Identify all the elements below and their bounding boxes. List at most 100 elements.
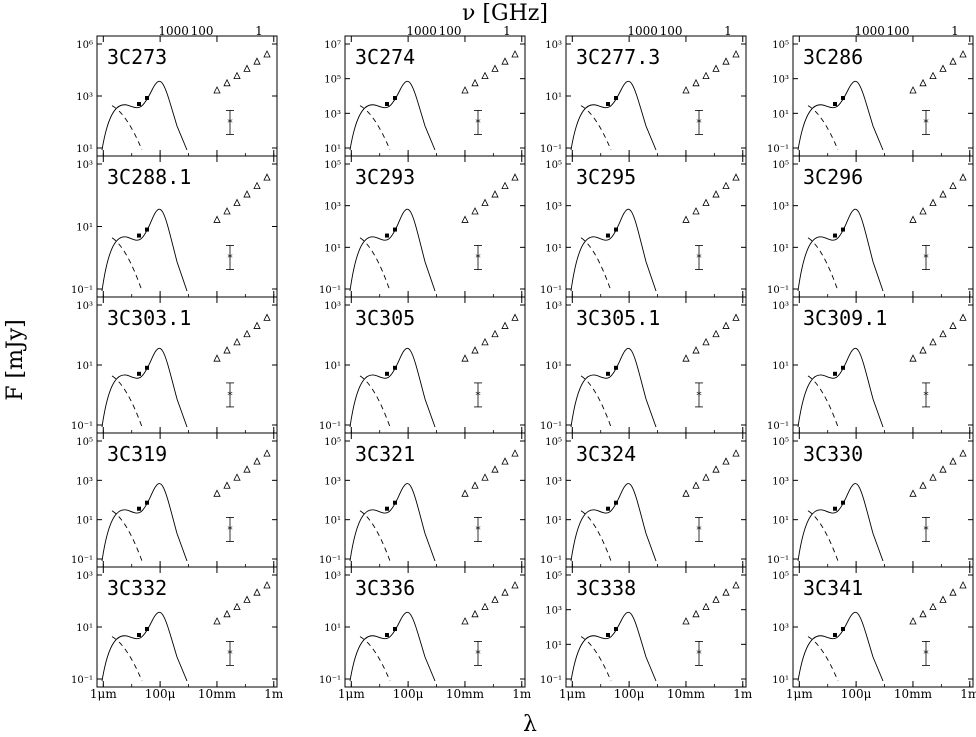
- stellar-component-curve: [111, 375, 143, 428]
- y-tick-label: 10¹: [545, 92, 562, 103]
- radio-point: [471, 207, 479, 215]
- radio-point: [959, 313, 967, 321]
- radio-point: [682, 86, 690, 94]
- radio-point: [712, 329, 720, 338]
- photometry-point: [614, 500, 618, 505]
- sed-panel: 3C309.1 10³ 10¹ 10⁻¹ *: [767, 296, 974, 434]
- y-tick-label: 10¹: [324, 361, 341, 372]
- photometry-point: [841, 627, 845, 631]
- star-point: *: [475, 252, 481, 265]
- radio-point: [481, 602, 489, 610]
- sed-panel: 3C319 10⁵ 10³ 10¹ 10⁻¹ *: [71, 432, 278, 568]
- y-tick-label: 10⁻¹: [540, 421, 562, 432]
- bottom-tick-label: 1m: [264, 687, 284, 701]
- star-point: *: [696, 523, 702, 536]
- photometry-point: [606, 233, 610, 238]
- y-tick-label: 10⁻¹: [767, 421, 789, 432]
- sed-model-curve: [349, 80, 436, 151]
- photometry-point: [385, 506, 389, 511]
- y-tick-label: 10¹: [324, 516, 341, 527]
- radio-point: [223, 481, 231, 489]
- photometry-point: [833, 233, 837, 238]
- star-point: *: [923, 252, 929, 265]
- sed-model-curve: [570, 347, 657, 428]
- y-tick-label: 10³: [545, 202, 562, 213]
- y-tick-label: 10³: [324, 202, 341, 213]
- top-tick-label: 1000: [854, 24, 885, 38]
- photometry-point: [385, 633, 389, 637]
- photometry-point: [137, 233, 141, 238]
- y-tick-label: 10⁵: [545, 160, 562, 171]
- photometry-point: [606, 371, 610, 376]
- panel-title: 3C336: [355, 576, 415, 600]
- panel-title: 3C293: [355, 165, 415, 189]
- photometry-point: [606, 506, 610, 511]
- sed-model-curve: [349, 483, 436, 562]
- sed-panel: 3C305.1 10³ 10¹ 10⁻¹ *: [540, 296, 747, 434]
- top-tick-label: 1: [255, 24, 263, 38]
- panel-title: 3C303.1: [107, 306, 191, 330]
- y-tick-label: 10⁶: [76, 40, 93, 51]
- sed-panel: 3C286 10⁵ 10³ 10¹ 10⁻¹ *: [767, 35, 974, 157]
- radio-point: [233, 198, 241, 206]
- y-tick-label: 10⁵: [772, 40, 789, 51]
- radio-point: [692, 481, 700, 489]
- y-tick-label: 10⁵: [324, 160, 341, 171]
- radio-point: [243, 595, 251, 603]
- bottom-axis-label: λ: [523, 712, 537, 737]
- sed-panel: 3C296 10⁵ 10³ 10¹ 10⁻¹ *: [767, 155, 974, 298]
- stellar-component-curve: [580, 237, 612, 292]
- sed-model-curve: [797, 208, 884, 292]
- sed-model-curve: [570, 208, 657, 292]
- photometry-point: [393, 96, 397, 100]
- y-tick-label: 10³: [772, 623, 789, 634]
- radio-point: [223, 207, 231, 215]
- radio-point: [959, 173, 967, 181]
- panel-title: 3C324: [576, 442, 636, 466]
- photometry-point: [385, 371, 389, 376]
- panel-title: 3C305: [355, 306, 415, 330]
- photometry-point: [841, 227, 845, 232]
- y-tick-label: 10¹: [545, 640, 562, 651]
- radio-point: [511, 173, 519, 181]
- top-tick-label: 1000: [627, 24, 658, 38]
- y-tick-label: 10¹: [76, 223, 93, 234]
- stellar-component-curve: [359, 375, 391, 428]
- panel-title: 3C273: [107, 45, 167, 69]
- radio-point: [471, 609, 479, 618]
- radio-point: [919, 78, 927, 87]
- photometry-point: [137, 506, 141, 511]
- y-tick-label: 10³: [545, 301, 562, 312]
- sed-model-curve: [797, 347, 884, 428]
- star-point: *: [696, 252, 702, 265]
- photometry-point: [393, 500, 397, 505]
- radio-point: [501, 457, 509, 465]
- radio-point: [233, 71, 241, 79]
- radio-point: [929, 473, 937, 481]
- panel-title: 3C305.1: [576, 306, 660, 330]
- radio-point: [223, 346, 231, 354]
- bottom-tick-label: 1μm: [559, 687, 586, 701]
- y-tick-label: 10³: [772, 301, 789, 312]
- y-tick-label: 10⁵: [324, 437, 341, 448]
- sed-panel: 3C341 10⁵ 10³ 10¹ *: [772, 566, 974, 688]
- y-tick-label: 10¹: [76, 361, 93, 372]
- y-tick-label: 10³: [772, 202, 789, 213]
- y-tick-label: 10¹: [545, 361, 562, 372]
- radio-point: [263, 449, 271, 457]
- radio-point: [243, 465, 251, 473]
- radio-point: [909, 354, 917, 362]
- photometry-point: [833, 506, 837, 511]
- y-tick-label: 10⁻¹: [319, 675, 341, 686]
- radio-point: [461, 489, 469, 497]
- panel-title: 3C341: [803, 576, 863, 600]
- radio-point: [501, 181, 509, 190]
- radio-point: [213, 86, 221, 94]
- radio-point: [959, 449, 967, 457]
- y-tick-label: 10¹: [76, 623, 93, 634]
- sed-model-curve: [101, 208, 188, 292]
- y-tick-label: 10³: [324, 301, 341, 312]
- radio-point: [471, 481, 479, 489]
